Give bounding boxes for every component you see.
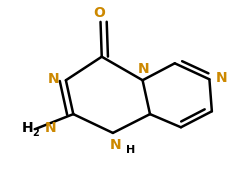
Text: H: H <box>126 145 135 155</box>
Text: N: N <box>109 138 121 152</box>
Text: N: N <box>48 72 59 86</box>
Text: H: H <box>22 121 34 135</box>
Text: N: N <box>137 62 149 75</box>
Text: O: O <box>93 6 105 20</box>
Text: N: N <box>45 121 56 135</box>
Text: N: N <box>215 71 226 85</box>
Text: 2: 2 <box>33 128 39 138</box>
